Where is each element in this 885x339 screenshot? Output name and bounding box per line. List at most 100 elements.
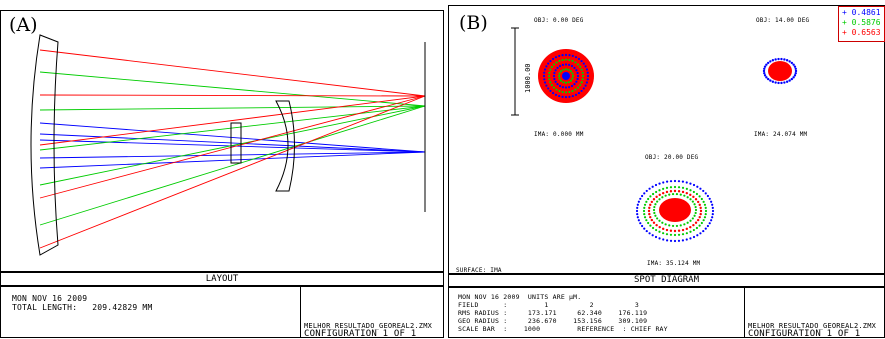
- spot-point: [692, 228, 695, 232]
- rear-lens: [275, 100, 295, 192]
- spot-point: [585, 68, 589, 71]
- spot-point: [551, 96, 555, 100]
- layout-file-box: [300, 286, 444, 338]
- spot-point: [584, 65, 587, 68]
- spot-point: [582, 92, 586, 96]
- spot-point: [695, 226, 699, 230]
- spot-point: [668, 224, 671, 227]
- spot-point: [551, 52, 555, 56]
- spot-point: [548, 78, 551, 81]
- spot-point: [689, 230, 692, 233]
- spot-point: [696, 234, 699, 237]
- spot-point: [667, 201, 670, 204]
- spot-point: [711, 216, 714, 219]
- spot-drawing: 1000.00: [511, 27, 798, 243]
- spot-point: [665, 180, 669, 183]
- spot-point: [706, 194, 710, 198]
- spot-point: [686, 196, 689, 199]
- spot-point: [538, 77, 542, 81]
- spot-point: [586, 71, 589, 74]
- spot-point: [790, 61, 794, 65]
- spot-point: [698, 195, 701, 198]
- spot-point: [661, 227, 665, 231]
- spot-point: [658, 193, 661, 197]
- spot-point: [698, 224, 701, 227]
- spot-point: [662, 232, 665, 235]
- spot-point: [652, 198, 656, 201]
- spot-point: [779, 62, 782, 66]
- spot-point: [568, 54, 571, 57]
- spot-point: [579, 83, 582, 87]
- spot-point: [586, 74, 590, 78]
- spot-info-line: FIELD : 1 2 3: [458, 301, 639, 309]
- spot-point: [589, 81, 593, 84]
- layout-file-name: MELHOR_RESULTADO_GEOREAL2.ZMX: [304, 322, 433, 330]
- spot-point: [671, 192, 675, 196]
- spot-point: [652, 208, 656, 212]
- spot-point: [561, 99, 565, 103]
- spot-point: [558, 64, 562, 68]
- spot-point: [558, 54, 561, 58]
- spot-info-line: MON NOV 16 2009 UNITS ARE µM.: [458, 293, 582, 301]
- spot-point: [587, 62, 590, 65]
- spot-point: [574, 93, 578, 96]
- spot-point: [564, 86, 568, 89]
- spot-point: [794, 72, 797, 75]
- spot-point: [582, 62, 585, 65]
- spot-point: [769, 79, 772, 82]
- spot-point: [694, 211, 697, 215]
- spot-point: [689, 225, 692, 229]
- spot-point: [557, 98, 561, 102]
- spot-point: [694, 205, 697, 209]
- spot-point: [661, 196, 664, 199]
- ray-bundles: [39, 49, 426, 249]
- spot-point: [689, 237, 692, 240]
- spot-point: [636, 203, 639, 206]
- spot-point: [587, 87, 590, 90]
- spot-point: [665, 233, 669, 236]
- spot-point: [692, 223, 695, 227]
- spot-point: [556, 83, 559, 86]
- spot-point: [585, 59, 589, 63]
- spot-point: [658, 198, 661, 201]
- spot-point: [763, 65, 767, 68]
- ray: [39, 95, 426, 146]
- spot-point: [654, 235, 658, 239]
- spot-point: [649, 195, 652, 198]
- spot-point: [643, 227, 646, 230]
- spot-point: [564, 49, 568, 53]
- spot-point: [561, 95, 564, 98]
- spot-point: [677, 233, 681, 236]
- field-1-obj: OBJ: 0.00 DEG: [534, 17, 584, 24]
- field-3-obj: OBJ: 20.00 DEG: [645, 154, 699, 161]
- spot-point: [673, 239, 677, 243]
- spot-point: [696, 218, 700, 222]
- spot-point: [575, 69, 578, 72]
- spot-point: [651, 192, 655, 196]
- spot-title: SPOT DIAGRAM: [633, 275, 700, 285]
- spot-point: [665, 228, 669, 232]
- spot-point: [558, 59, 561, 63]
- spot-point: [695, 192, 699, 196]
- spot-point: [557, 50, 561, 54]
- spot-point: [673, 179, 677, 183]
- spot-point: [653, 205, 656, 209]
- spot-point: [669, 180, 673, 183]
- spot-point: [552, 74, 556, 78]
- ray: [39, 105, 426, 111]
- spot-point: [662, 238, 665, 241]
- spot-point: [545, 65, 548, 68]
- aperture-element: [230, 122, 242, 164]
- ray: [39, 95, 426, 199]
- spot-point: [704, 209, 708, 213]
- spot-point: [553, 77, 556, 81]
- spot-point: [574, 88, 577, 91]
- spot-point: [700, 197, 703, 201]
- spot-info-line: SCALE BAR : 1000 REFERENCE : CHIEF RAY: [458, 325, 668, 333]
- spot-point: [703, 216, 707, 219]
- spot-point: [708, 222, 711, 225]
- ray: [39, 122, 426, 153]
- spot-point: [636, 216, 639, 219]
- spot-point: [550, 83, 553, 87]
- spot-point: [649, 224, 652, 227]
